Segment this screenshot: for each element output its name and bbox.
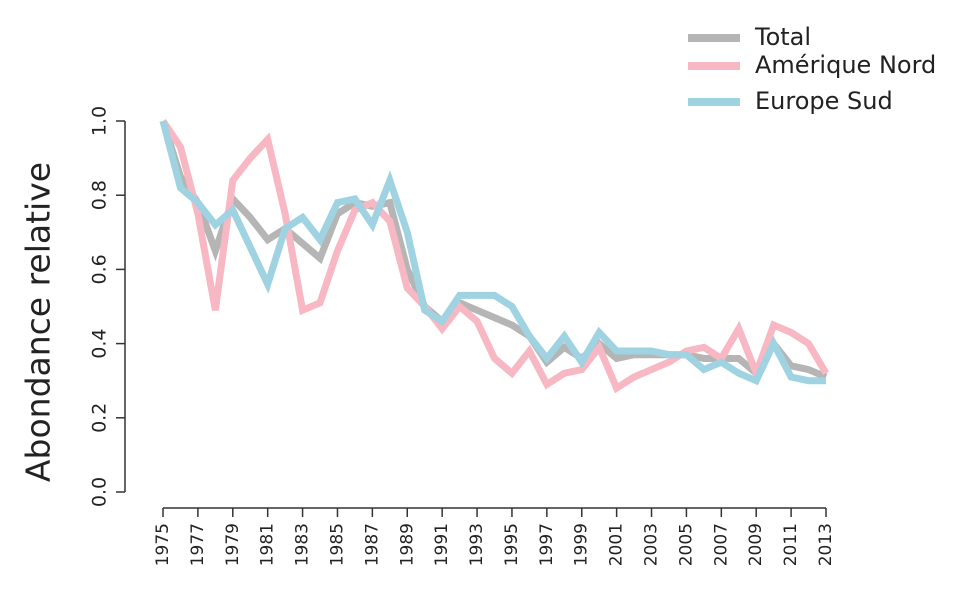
x-tick-label: 2001 xyxy=(607,523,627,566)
x-tick-label: 1995 xyxy=(502,523,522,566)
x-tick-label: 1991 xyxy=(432,523,452,566)
y-axis-label: Abondance relative xyxy=(19,162,58,482)
x-tick-label: 1979 xyxy=(223,523,243,566)
x-tick-label: 2011 xyxy=(781,523,801,566)
y-tick-label: 0.4 xyxy=(89,328,111,358)
x-tick-label: 2013 xyxy=(816,523,836,566)
legend-label: Amérique Nord xyxy=(755,51,936,79)
series-line xyxy=(159,120,826,386)
x-tick-label: 2003 xyxy=(642,523,662,566)
x-tick-label: 1985 xyxy=(327,523,347,566)
x-tick-label: 1989 xyxy=(397,523,417,566)
legend-label: Europe Sud xyxy=(755,87,893,115)
y-tick-label: 0.0 xyxy=(89,477,111,507)
x-tick-label: 2005 xyxy=(676,523,696,566)
legend-label: Total xyxy=(754,23,811,51)
x-tick-label: 1981 xyxy=(258,523,278,566)
x-tick-label: 1975 xyxy=(153,523,173,566)
y-tick-label: 1.0 xyxy=(89,106,111,136)
x-tick-label: 1993 xyxy=(467,523,487,566)
series-line xyxy=(159,119,828,381)
series-line xyxy=(160,119,830,394)
y-tick-label: 0.2 xyxy=(89,403,111,433)
x-tick-label: 1997 xyxy=(537,523,557,566)
x-tick-label: 1987 xyxy=(362,523,382,566)
y-tick-label: 0.6 xyxy=(89,254,111,284)
x-tick-label: 2009 xyxy=(746,523,766,566)
x-tick-label: 1999 xyxy=(572,523,592,566)
x-tick-label: 1983 xyxy=(293,523,313,566)
y-tick-label: 0.8 xyxy=(89,180,111,210)
x-tick-label: 2007 xyxy=(711,523,731,566)
x-tick-label: 1977 xyxy=(188,523,208,566)
